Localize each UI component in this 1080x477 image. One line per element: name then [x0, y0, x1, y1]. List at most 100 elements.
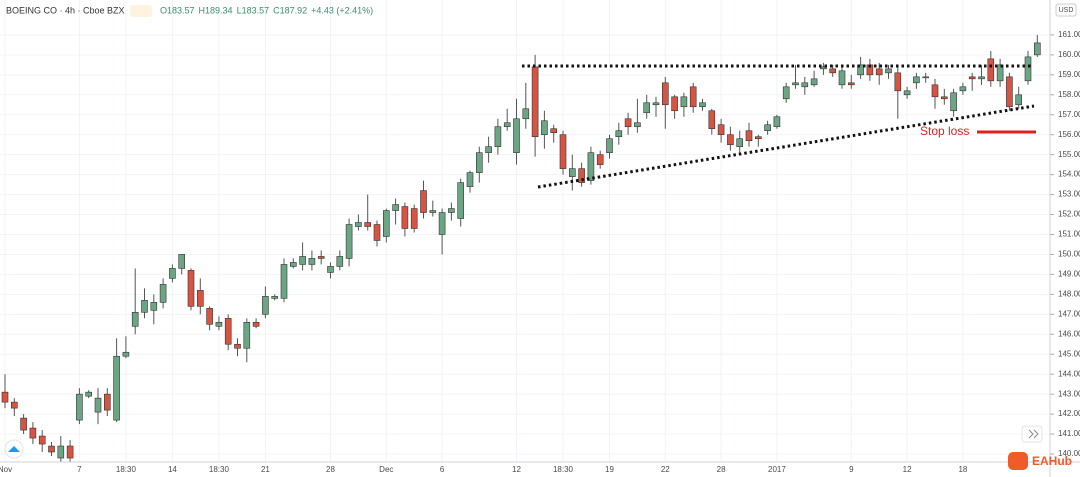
y-tick-label: 150.00: [1058, 250, 1080, 259]
candle-body: [401, 206, 409, 229]
candle-body: [420, 190, 427, 213]
candle-body: [206, 308, 213, 325]
candle-body: [150, 302, 158, 311]
candle-body: [382, 210, 390, 237]
y-tick-label: 152.00: [1058, 210, 1080, 219]
candle-body: [197, 290, 204, 307]
y-tick-label: 140.00: [1058, 449, 1080, 458]
stop-loss-label: Stop loss: [920, 124, 969, 138]
y-tick-label: 154.00: [1058, 170, 1080, 179]
candle-body: [159, 284, 167, 303]
candle-body: [782, 86, 790, 100]
quote-value: +4.43 (+2.41%): [311, 5, 373, 15]
candle-body: [466, 172, 474, 187]
y-tick-label: 144.00: [1058, 369, 1080, 378]
candle-body: [531, 66, 539, 138]
candle-body: [66, 445, 74, 459]
candle-body: [327, 266, 334, 273]
x-tick-label: 18: [958, 465, 967, 474]
y-tick-label: 153.00: [1058, 190, 1080, 199]
candle-body: [550, 128, 558, 134]
scroll-button[interactable]: [1021, 425, 1043, 443]
logo-glyph: [8, 446, 20, 452]
y-tick-label: 142.00: [1058, 409, 1080, 418]
candles: [1, 34, 1041, 462]
y-tick-label: 158.00: [1058, 90, 1080, 99]
candle-body: [587, 152, 595, 181]
x-tick-label: 19: [605, 465, 614, 474]
x-tick-label: 21: [261, 465, 270, 474]
y-tick-label: 145.00: [1058, 349, 1080, 358]
candle-body: [875, 68, 883, 76]
candle-body: [661, 82, 669, 106]
candle-body: [429, 210, 437, 213]
candle-body: [364, 222, 372, 227]
candle-body: [308, 258, 316, 265]
candle-body: [671, 96, 678, 112]
y-tick-label: 160.00: [1058, 50, 1080, 59]
candle-body: [345, 224, 353, 259]
candle-body: [448, 208, 455, 213]
candle-body: [1015, 94, 1023, 106]
candle-body: [392, 204, 399, 211]
x-tick-label: Dec: [379, 465, 393, 474]
candle-body: [559, 134, 567, 169]
candle-body: [903, 90, 911, 96]
candle-body: [596, 154, 604, 165]
candle-body: [708, 110, 716, 130]
candle-body: [885, 68, 892, 74]
candle-body: [689, 86, 697, 108]
status-icons[interactable]: [130, 5, 152, 17]
y-tick-label: 147.00: [1058, 309, 1080, 318]
candle-body: [838, 70, 846, 86]
candle-body: [940, 96, 948, 100]
candle-body: [224, 318, 232, 345]
candle-body: [913, 76, 920, 84]
y-tick-label: 161.00: [1058, 30, 1080, 39]
x-tick-label: Nov: [0, 465, 12, 474]
candle-body: [11, 401, 18, 409]
candle-body: [485, 146, 492, 153]
candle-body: [773, 116, 781, 128]
x-tick-label: 9: [849, 465, 854, 474]
candle-body: [764, 124, 771, 132]
candle-body: [410, 208, 418, 229]
x-tick-label: 18:30: [116, 465, 137, 474]
candle-body: [931, 84, 939, 98]
candle-body: [624, 118, 632, 128]
candle-body: [801, 82, 809, 88]
quote-value: H189.34: [199, 5, 233, 15]
candle-body: [680, 96, 688, 108]
candle-body: [131, 312, 139, 327]
quote: O183.57 H189.34 L183.57 C187.92 +4.43 (+2.41…: [160, 5, 373, 15]
candle-body: [317, 256, 325, 259]
candle-body: [615, 130, 623, 138]
quote-value: L183.57: [237, 5, 270, 15]
candle-body: [494, 126, 502, 147]
x-tick-label: 28: [326, 465, 335, 474]
candle-body: [857, 64, 864, 76]
candle-body: [847, 82, 855, 86]
candle-body: [262, 296, 269, 315]
candle-body: [541, 120, 548, 136]
y-tick-label: 159.00: [1058, 70, 1080, 79]
x-tick-label: 2017: [768, 465, 786, 474]
scroll-glyph: [1028, 429, 1039, 439]
candle-body: [113, 355, 120, 421]
candle-body: [234, 343, 241, 349]
candle-body: [699, 102, 706, 108]
x-tick-label: 22: [661, 465, 670, 474]
candle-body: [1034, 42, 1041, 56]
candle-body: [475, 152, 483, 173]
candle-body: [522, 108, 530, 120]
candle-body: [299, 256, 306, 265]
y-tick-label: 156.00: [1058, 130, 1080, 139]
candle-body: [104, 393, 111, 411]
candle-body: [810, 78, 818, 86]
candle-body: [652, 102, 660, 106]
candle-body: [85, 391, 92, 397]
candle-body: [568, 168, 576, 177]
watermark-logo: [1008, 452, 1028, 470]
